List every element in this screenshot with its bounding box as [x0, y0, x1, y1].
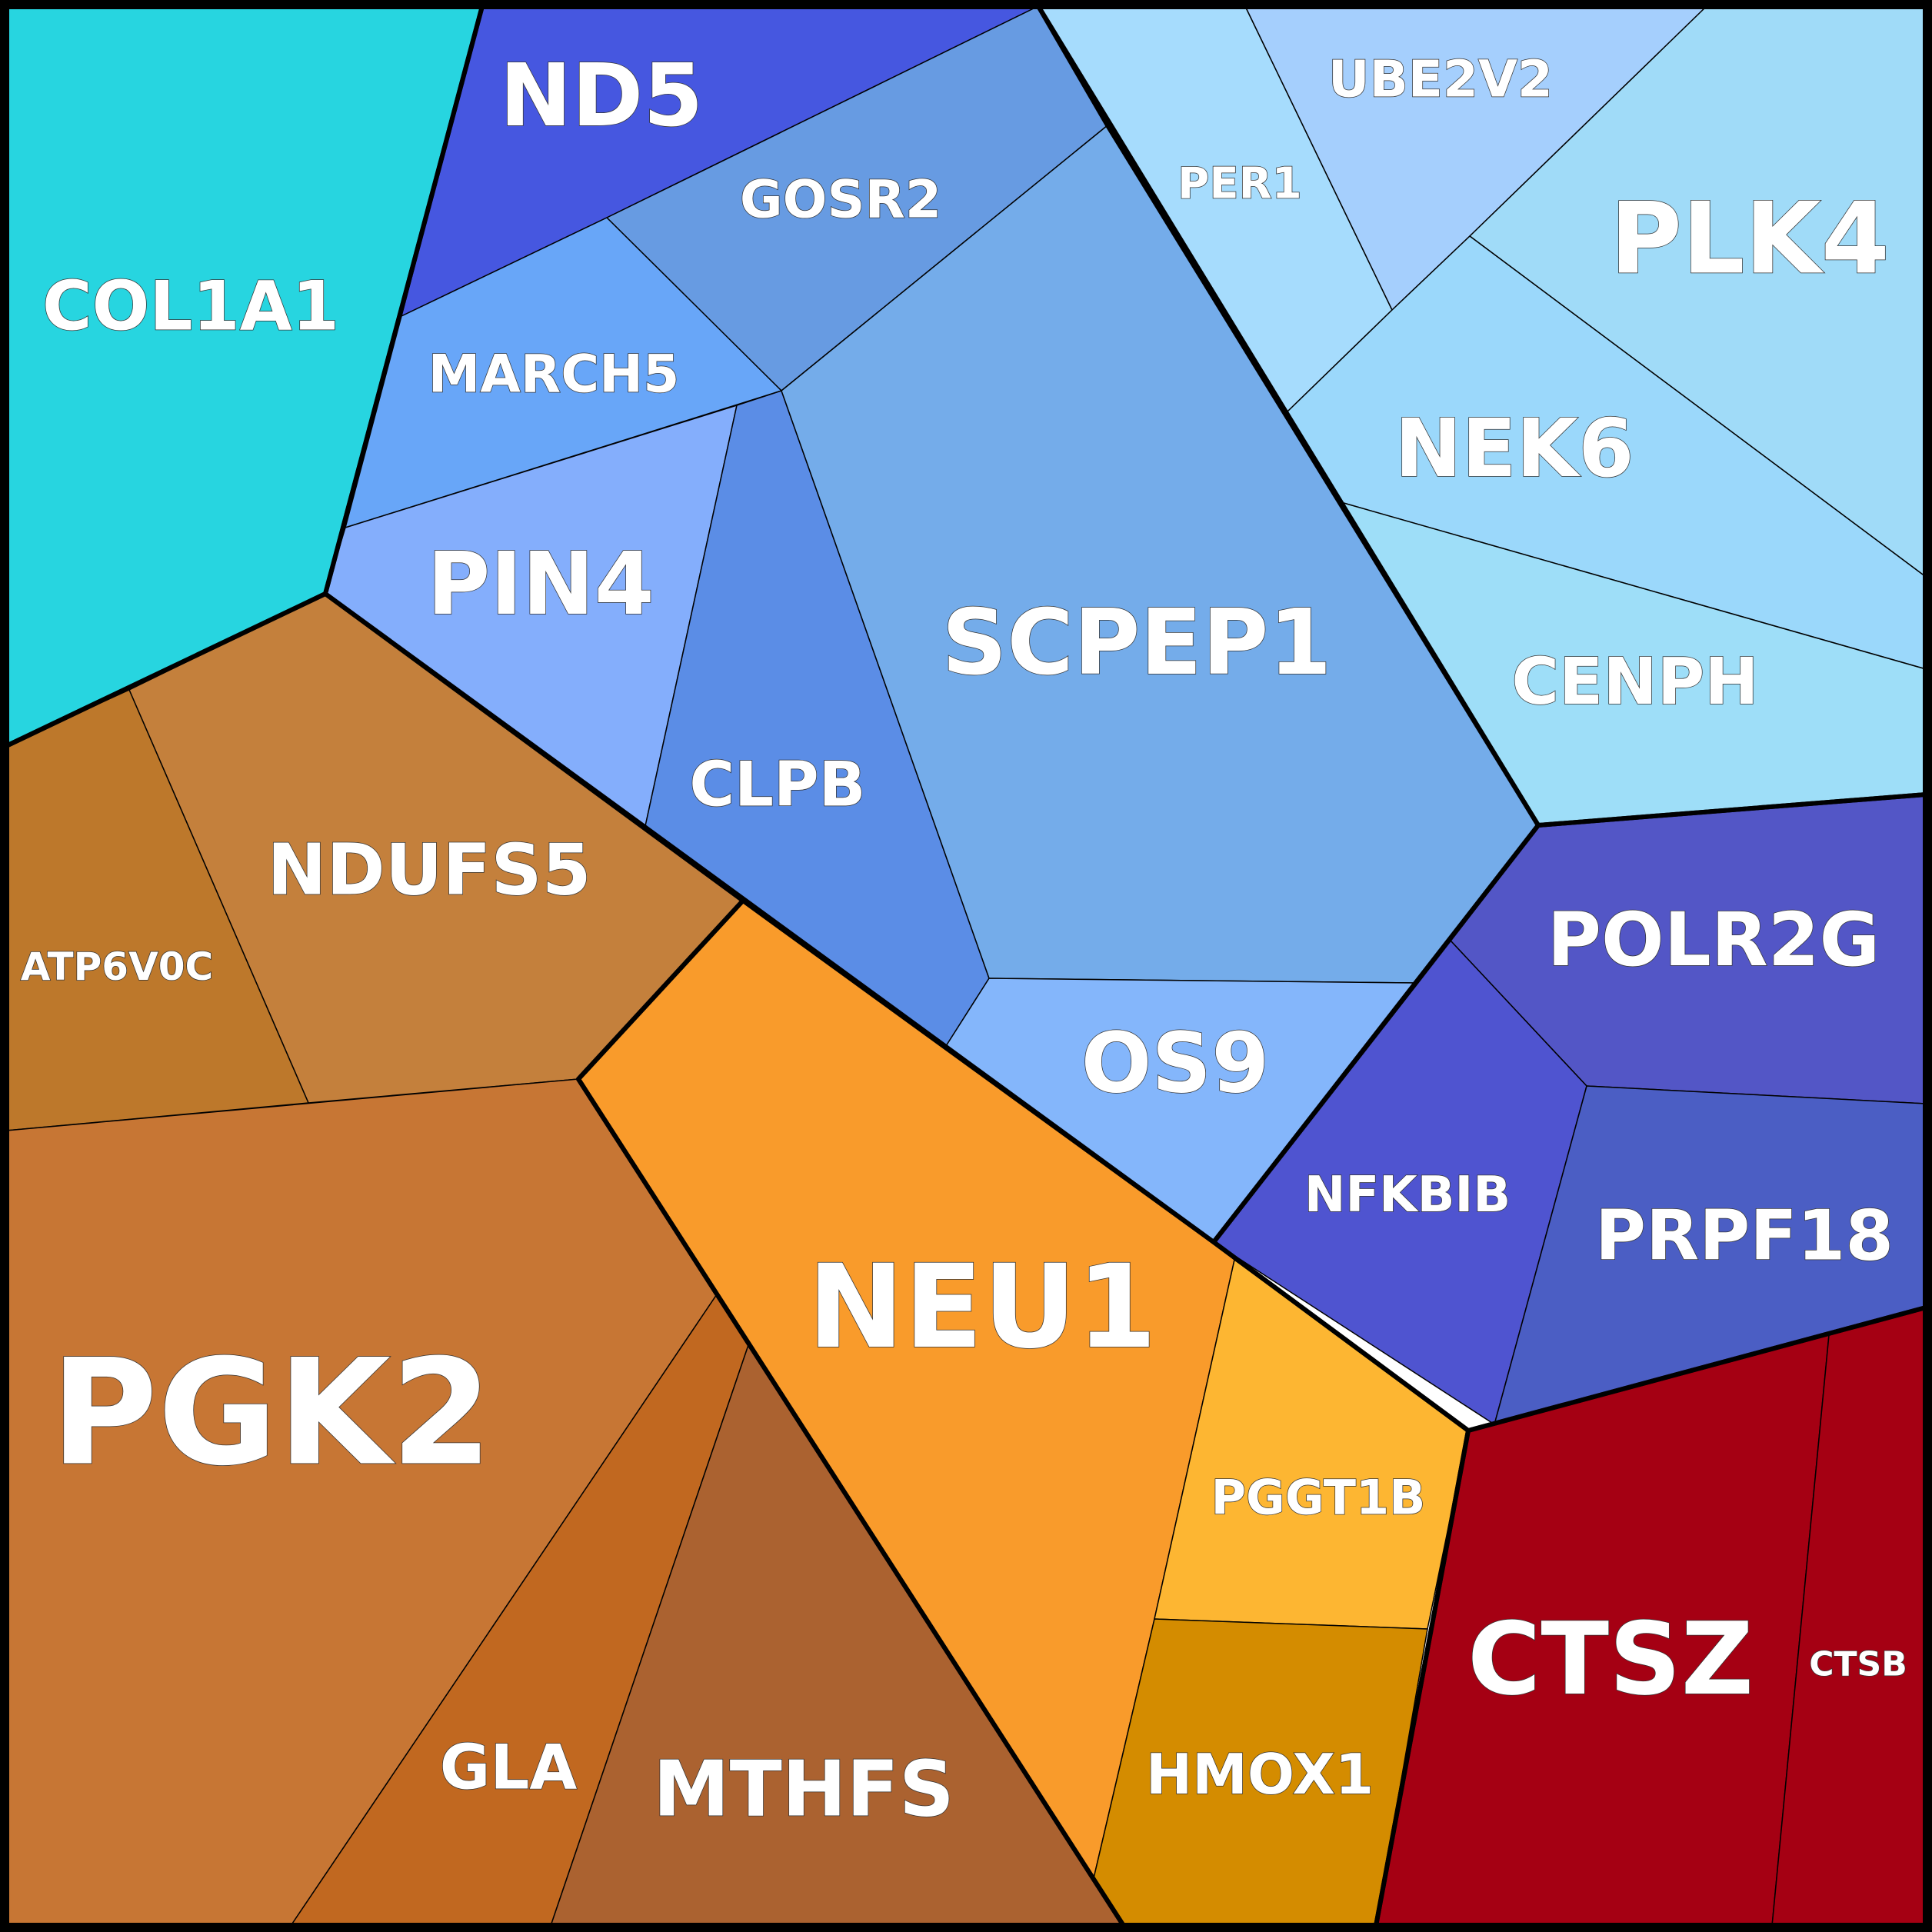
- cell-label-ube2v2: UBE2V2: [1328, 50, 1553, 109]
- cell-label-plk4: PLK4: [1610, 182, 1890, 297]
- cell-label-prpf18: PRPF18: [1595, 1196, 1894, 1277]
- cell-label-ndufs5: NDUFS5: [267, 829, 591, 911]
- cell-label-pgk2: PGK2: [51, 1328, 493, 1498]
- cell-label-clpb: CLPB: [689, 749, 865, 821]
- cell-label-march5: MARCH5: [428, 345, 680, 405]
- cell-label-atp6v0c: ATP6V0C: [21, 944, 214, 989]
- cell-label-pin4: PIN4: [427, 535, 654, 635]
- cell-label-per1: PER1: [1178, 159, 1301, 209]
- cell-label-gosr2: GOSR2: [740, 170, 941, 231]
- labels-layer: COL1A1 ND5 GOSR2 MARCH5 PIN4 CLPB SCPEP1 OS9 PER…: [20, 45, 1908, 1834]
- cell-label-cenph: CENPH: [1511, 644, 1758, 719]
- cell-label-scpep1: SCPEP1: [941, 589, 1331, 695]
- cell-label-os9: OS9: [1081, 1016, 1270, 1112]
- cell-label-nfkbib: NFKBIB: [1304, 1167, 1511, 1224]
- cell-label-hmox1: HMOX1: [1146, 1742, 1374, 1807]
- cell-label-polr2g: POLR2G: [1547, 897, 1880, 983]
- cell-label-neu1: NEU1: [808, 1241, 1157, 1374]
- cell-label-nd5: ND5: [500, 46, 704, 146]
- cell-label-pggt1b: PGGT1B: [1211, 1470, 1426, 1526]
- cell-label-ctsb: CTSB: [1809, 1645, 1907, 1684]
- cell-label-col1a1: COL1A1: [42, 267, 339, 346]
- cell-label-ctsz: CTSZ: [1467, 1601, 1754, 1717]
- cells-layer: [5, 5, 1927, 1927]
- cell-label-mthfs: MTHFS: [653, 1744, 954, 1834]
- cell-label-nek6: NEK6: [1394, 401, 1634, 495]
- cell-label-gla: GLA: [440, 1732, 578, 1804]
